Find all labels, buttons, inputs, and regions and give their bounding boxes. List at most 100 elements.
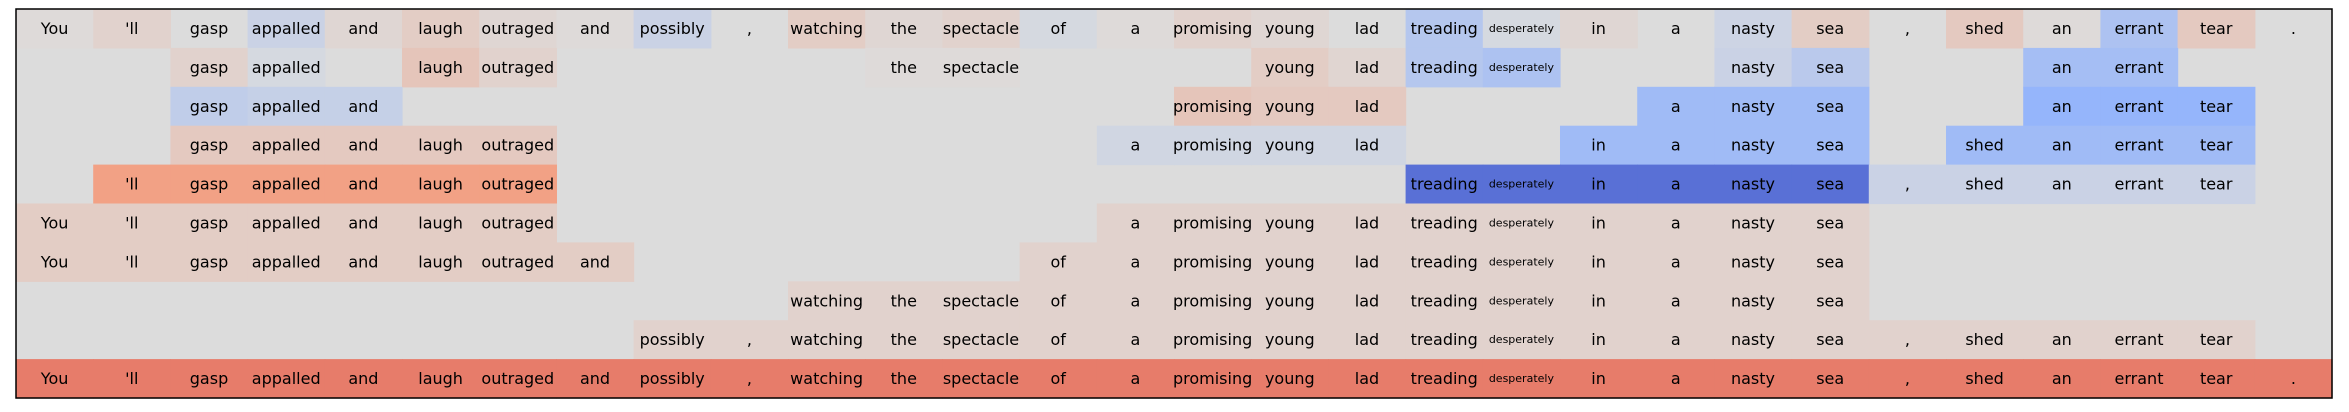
heatmap-cell (1096, 242, 1175, 282)
token-label: a (1671, 291, 1681, 310)
token-label: in (1591, 291, 1606, 310)
token-label: appalled (252, 213, 321, 232)
token-label: outraged (481, 369, 554, 388)
heatmap-cell (1637, 242, 1715, 282)
heatmap-cell (556, 242, 635, 282)
heatmap-cell (1174, 86, 1252, 127)
heatmap-cell (1791, 86, 1870, 127)
token-label: 'll (125, 213, 138, 232)
heatmap-cell (1251, 203, 1329, 243)
token-label: You (40, 369, 69, 388)
token-label: errant (2115, 136, 2164, 155)
token-label: an (2052, 330, 2072, 349)
token-label: lad (1355, 19, 1379, 38)
token-label: laugh (418, 175, 463, 194)
heatmap-cell (324, 164, 403, 205)
token-label: desperately (1489, 333, 1555, 346)
heatmap-cell (479, 47, 557, 88)
heatmap-cell (1251, 125, 1329, 166)
token-label: shed (1965, 330, 2003, 349)
token-label: outraged (481, 136, 554, 155)
heatmap-cell (1637, 164, 1715, 205)
token-label: outraged (481, 252, 554, 271)
token-label: a (1671, 213, 1681, 232)
token-label: spectacle (943, 19, 1019, 38)
heatmap-cell (865, 359, 943, 399)
token-label: appalled (252, 97, 321, 116)
token-label: tear (2200, 175, 2233, 194)
heatmap-cell (942, 320, 1021, 360)
heatmap-cell (788, 281, 866, 321)
token-label: tear (2200, 19, 2233, 38)
token-label: nasty (1731, 97, 1775, 116)
heatmap-cell (1096, 320, 1175, 360)
heatmap-cell (1560, 359, 1638, 399)
heatmap-cell (1405, 359, 1484, 399)
token-label: You (40, 19, 69, 38)
heatmap-cell (865, 320, 943, 360)
heatmap-cell (865, 47, 943, 88)
heatmap-cell (788, 320, 866, 360)
token-label: desperately (1489, 178, 1555, 191)
heatmap-token-labels: You 'll gasp appalled and laugh outraged and pos… (40, 19, 2296, 388)
heatmap-cell (1328, 47, 1407, 88)
heatmap-cell (942, 9, 1021, 49)
token-label: young (1265, 330, 1315, 349)
token-label: laugh (418, 58, 463, 77)
heatmap-cell (1714, 9, 1793, 49)
token-label: desperately (1489, 61, 1555, 74)
token-label: , (747, 369, 752, 388)
heatmap-cell (1714, 242, 1793, 282)
token-label: errant (2115, 330, 2164, 349)
token-label: in (1591, 175, 1606, 194)
heatmap-cell (1251, 359, 1329, 399)
token-label: treading (1411, 330, 1478, 349)
token-label: and (348, 136, 378, 155)
token-label: shed (1965, 136, 2003, 155)
token-label: an (2052, 19, 2072, 38)
token-label: and (348, 19, 378, 38)
token-label: appalled (252, 19, 321, 38)
token-label: tear (2200, 330, 2233, 349)
heatmap-cell (1637, 281, 1715, 321)
heatmap-cell (633, 320, 712, 360)
heatmap-cell (1251, 281, 1329, 321)
heatmap-cell (1174, 320, 1252, 360)
heatmap-cell (1637, 320, 1715, 360)
heatmap-cell (1791, 320, 1870, 360)
token-label: promising (1173, 136, 1252, 155)
token-label: young (1265, 252, 1315, 271)
heatmap-cell (1405, 281, 1484, 321)
heatmap-cell (2100, 47, 2179, 88)
heatmap-cell (1174, 203, 1252, 243)
heatmap-cell (1328, 242, 1407, 282)
token-label: lad (1355, 330, 1379, 349)
token-label: desperately (1489, 294, 1555, 307)
token-label: errant (2115, 175, 2164, 194)
heatmap-cell (1714, 47, 1793, 88)
heatmap-cell (1174, 359, 1252, 399)
token-label: and (580, 19, 610, 38)
token-label: You (40, 252, 69, 271)
token-label: a (1671, 136, 1681, 155)
heatmap-cell (170, 86, 249, 127)
token-label: of (1050, 369, 1066, 388)
heatmap-cell (324, 203, 403, 243)
heatmap-cell (247, 203, 326, 243)
heatmap-cell (1482, 359, 1561, 399)
heatmap-cell (1868, 164, 1947, 205)
token-label: lad (1355, 136, 1379, 155)
token-label: outraged (481, 19, 554, 38)
heatmap-cell (1637, 203, 1715, 243)
heatmap-cell (402, 359, 480, 399)
token-label: gasp (190, 175, 228, 194)
token-label: of (1050, 19, 1066, 38)
heatmap-cell (2023, 86, 2101, 127)
heatmap-cell (1482, 47, 1561, 88)
token-label: in (1591, 19, 1606, 38)
heatmap-cell (1405, 9, 1484, 49)
heatmap-cell (1019, 9, 1098, 49)
token-label: watching (790, 330, 863, 349)
heatmap-cell (2100, 86, 2179, 127)
token-label: outraged (481, 175, 554, 194)
